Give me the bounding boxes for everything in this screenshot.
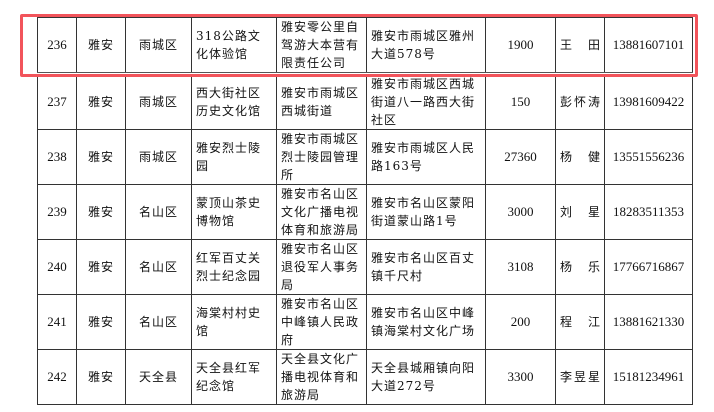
district-cell: 名山区 (125, 184, 192, 240)
contact-cell: 杨 健 (555, 129, 605, 185)
operator-cell: 雅安市雨城区烈士陵园管理所 (276, 129, 367, 185)
contact-cell: 彭怀涛 (555, 73, 605, 130)
district-cell: 天全县 (125, 349, 192, 405)
contact-cell: 李昱星 (555, 349, 605, 405)
address-cell: 天全县城厢镇向阳大道272号 (366, 349, 486, 405)
area-cell: 3108 (485, 239, 556, 295)
table-row: 237 雅安 雨城区 西大街社区历史文化馆 雅安市雨城区西城街道 雅安市雨城区西城街道八一… (37, 73, 693, 130)
venue-name-cell: 红军百丈关烈士纪念园 (191, 239, 277, 295)
venue-name-cell: 318公路文化体验馆 (191, 17, 277, 75)
row-number: 236 (37, 17, 77, 75)
phone-cell: 13881607101 (604, 17, 693, 75)
area-cell: 3000 (485, 184, 556, 240)
city-cell: 雅安 (76, 184, 126, 240)
venue-name-cell: 雅安烈士陵园 (191, 129, 277, 185)
row-number: 238 (37, 129, 77, 185)
venue-name-cell: 西大街社区历史文化馆 (191, 73, 277, 130)
table-row: 240 雅安 名山区 红军百丈关烈士纪念园 雅安市名山区退役军人事务局 雅安市名山区百丈镇… (37, 239, 693, 295)
table-row: 239 雅安 名山区 蒙顶山茶史博物馆 雅安市名山区文化广播电视体育和旅游局 雅安市名山区… (37, 184, 693, 240)
area-cell: 1900 (485, 17, 556, 75)
operator-cell: 雅安市名山区退役军人事务局 (276, 239, 367, 295)
contact-cell: 杨 乐 (555, 239, 605, 295)
city-cell: 雅安 (76, 17, 126, 75)
address-cell: 雅安市雨城区人民路163号 (366, 129, 486, 185)
district-cell: 雨城区 (125, 73, 192, 130)
contact-cell: 王 田 (555, 17, 605, 75)
address-cell: 雅安市名山区蒙阳街道蒙山路1号 (366, 184, 486, 240)
phone-cell: 15181234961 (604, 349, 693, 405)
contact-cell: 程 江 (555, 294, 605, 350)
area-cell: 150 (485, 73, 556, 130)
phone-cell: 13551556236 (604, 129, 693, 185)
row-number: 239 (37, 184, 77, 240)
district-cell: 名山区 (125, 239, 192, 295)
row-number: 237 (37, 73, 77, 130)
table-row: 238 雅安 雨城区 雅安烈士陵园 雅安市雨城区烈士陵园管理所 雅安市雨城区人民路163号… (37, 129, 693, 185)
operator-cell: 雅安市名山区中峰镇人民政府 (276, 294, 367, 350)
address-cell: 雅安市名山区中峰镇海棠村文化广场 (366, 294, 486, 350)
venue-table: 236 雅安 雨城区 318公路文化体验馆 雅安零公里自驾游大本营有限责任公司 雅安市雨城… (37, 17, 693, 405)
table-row: 236 雅安 雨城区 318公路文化体验馆 雅安零公里自驾游大本营有限责任公司 雅安市雨城… (37, 17, 693, 75)
operator-cell: 雅安零公里自驾游大本营有限责任公司 (276, 17, 367, 75)
phone-cell: 13881621330 (604, 294, 693, 350)
area-cell: 27360 (485, 129, 556, 185)
city-cell: 雅安 (76, 129, 126, 185)
city-cell: 雅安 (76, 73, 126, 130)
district-cell: 雨城区 (125, 129, 192, 185)
operator-cell: 天全县文化广播电视体育和旅游局 (276, 349, 367, 405)
district-cell: 雨城区 (125, 17, 192, 75)
table-row: 241 雅安 名山区 海棠村村史馆 雅安市名山区中峰镇人民政府 雅安市名山区中峰镇海棠村文… (37, 294, 693, 350)
city-cell: 雅安 (76, 349, 126, 405)
venue-name-cell: 天全县红军纪念馆 (191, 349, 277, 405)
operator-cell: 雅安市雨城区西城街道 (276, 73, 367, 130)
district-cell: 名山区 (125, 294, 192, 350)
phone-cell: 13981609422 (604, 73, 693, 130)
phone-cell: 17766716867 (604, 239, 693, 295)
address-cell: 雅安市雨城区雅州大道578号 (366, 17, 486, 75)
contact-cell: 刘 星 (555, 184, 605, 240)
row-number: 240 (37, 239, 77, 295)
row-number: 242 (37, 349, 77, 405)
table-row: 242 雅安 天全县 天全县红军纪念馆 天全县文化广播电视体育和旅游局 天全县城厢镇向阳大… (37, 349, 693, 405)
row-number: 241 (37, 294, 77, 350)
operator-cell: 雅安市名山区文化广播电视体育和旅游局 (276, 184, 367, 240)
city-cell: 雅安 (76, 239, 126, 295)
area-cell: 200 (485, 294, 556, 350)
venue-name-cell: 蒙顶山茶史博物馆 (191, 184, 277, 240)
venue-name-cell: 海棠村村史馆 (191, 294, 277, 350)
city-cell: 雅安 (76, 294, 126, 350)
address-cell: 雅安市名山区百丈镇千尺村 (366, 239, 486, 295)
address-cell: 雅安市雨城区西城街道八一路西大街社区 (366, 73, 486, 130)
phone-cell: 18283511353 (604, 184, 693, 240)
area-cell: 3300 (485, 349, 556, 405)
